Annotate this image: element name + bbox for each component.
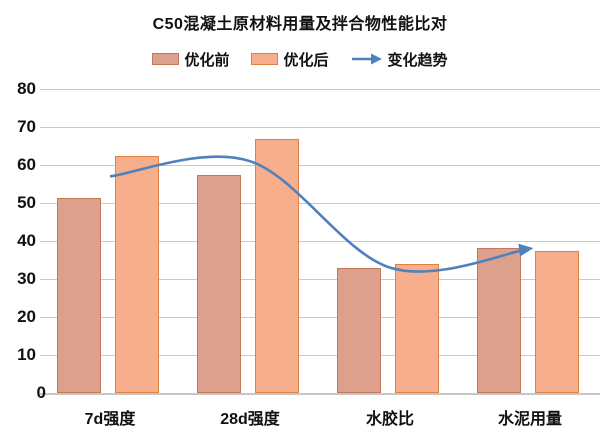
legend-item-before: 优化前 <box>152 49 229 70</box>
y-axis-label: 0 <box>36 383 46 402</box>
legend-item-after: 优化后 <box>251 49 329 70</box>
y-axis-label: 80 <box>17 79 36 98</box>
bar-before-28d强度 <box>197 175 241 393</box>
legend-label-after: 优化后 <box>283 51 329 69</box>
gridline <box>40 126 600 128</box>
gridline <box>40 316 600 318</box>
bar-after-28d强度 <box>255 139 299 393</box>
x-axis-line <box>40 392 600 395</box>
chart-title: C50混凝土原材料用量及拌合物性能比对 <box>152 16 448 33</box>
x-axis-label-7d强度: 7d强度 <box>84 411 136 428</box>
legend-label-trend: 变化趋势 <box>387 51 448 69</box>
bar-before-7d强度 <box>57 198 101 393</box>
x-axis-label-水泥用量: 水泥用量 <box>497 411 562 428</box>
gridline <box>40 354 600 356</box>
legend-item-trend: 变化趋势 <box>351 49 448 70</box>
before-swatch-icon <box>152 53 180 65</box>
bar-after-7d强度 <box>115 156 159 393</box>
trend-arrow-icon <box>351 53 382 65</box>
legend: 优化前 优化后 变化趋势 <box>0 48 600 70</box>
bar-after-水泥用量 <box>535 250 579 393</box>
x-axis-label-水胶比: 水胶比 <box>365 411 414 428</box>
y-axis-label: 40 <box>17 231 36 250</box>
after-swatch-icon <box>251 53 279 65</box>
y-axis-label: 70 <box>17 117 36 136</box>
trend-line-path <box>109 155 534 273</box>
bar-before-水泥用量 <box>477 247 521 393</box>
y-axis-label: 30 <box>17 269 36 288</box>
y-axis-label: 20 <box>17 307 36 326</box>
bar-before-水胶比 <box>337 267 381 393</box>
y-axis-label: 60 <box>17 155 36 174</box>
gridline <box>40 278 600 280</box>
gridline <box>40 88 600 90</box>
x-axis-label-28d强度: 28d强度 <box>220 411 280 428</box>
y-axis-label: 10 <box>17 345 36 364</box>
legend-label-before: 优化前 <box>184 51 230 69</box>
bar-after-水胶比 <box>395 263 439 393</box>
y-axis-label: 50 <box>17 193 36 212</box>
